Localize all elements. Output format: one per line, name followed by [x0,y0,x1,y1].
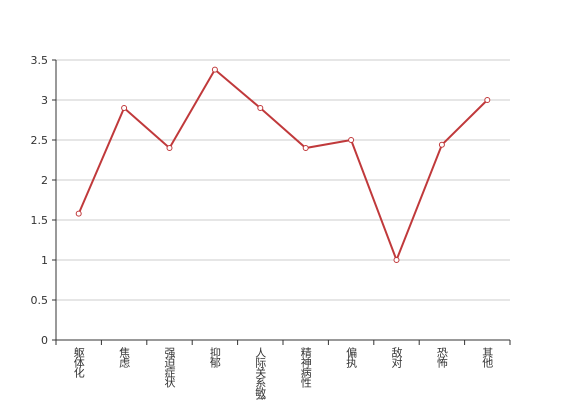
line [77,68,489,263]
point [393,257,400,263]
x-tick-label: 强迫症状 [163,347,176,388]
y-tick-label: 3.5 [31,54,49,67]
y-tick-label: 3 [41,94,48,107]
x-tick-label: 抑郁 [208,346,221,368]
point [438,141,445,148]
x-tick-label: 焦虑 [118,347,131,368]
x-tick-label: 恐怖 [435,347,448,368]
y-tick-label: 1.5 [31,214,49,227]
point [75,210,82,217]
x-tick-label: 精神病性 [299,347,312,389]
y-tick-label: 2 [41,174,48,187]
point [257,105,264,111]
x-tick-label: 人际关系敏感 [254,347,267,400]
x-tick-label: 其他 [481,347,494,368]
x-tick-label: 敌对 [390,346,403,368]
y-tick-label: 0.5 [31,294,49,307]
x-tick-label: 偏执 [345,346,358,369]
point [348,137,355,143]
point [166,145,173,151]
y-tick-label: 0 [41,334,48,347]
point [121,105,128,111]
point [211,66,218,73]
point [302,145,309,151]
x-tick-label: 躯体化 [72,347,85,379]
y-tick-label: 2.5 [31,134,49,147]
y-tick-label: 1 [41,254,48,267]
point [484,97,491,103]
